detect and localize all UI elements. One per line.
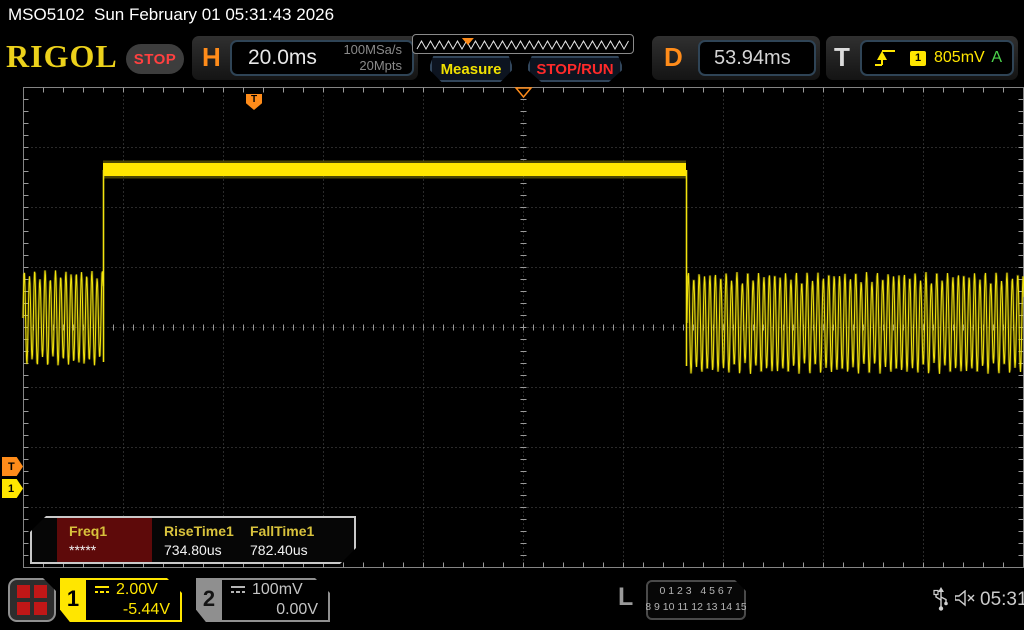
rising-edge-trigger-icon: [875, 50, 895, 66]
waveform-preview-strip[interactable]: [412, 34, 634, 54]
memory-depth: 20Mpts: [359, 58, 402, 73]
acquisition-status-badge: STOP: [126, 44, 184, 74]
trigger-level-value: 805mV: [934, 49, 985, 66]
delay-box[interactable]: 53.94ms: [698, 40, 816, 76]
trigger-mode-auto: A: [991, 49, 1002, 66]
dc-coupling-icon: [94, 585, 110, 595]
delay-label: D: [664, 42, 683, 72]
logic-channels-box[interactable]: 0 1 2 3 4 5 6 7 8 9 10 11 12 13 14 15: [646, 580, 746, 620]
trigger-group[interactable]: T 1 805mV A: [826, 36, 1018, 80]
timebase-value: 20.0ms: [248, 46, 317, 69]
speaker-muted-icon: [955, 590, 975, 607]
measurement-value: 782.40us: [250, 542, 308, 558]
acquisition-info: 100MSa/s 20Mpts: [343, 42, 402, 73]
stop-run-button[interactable]: STOP/RUN: [528, 56, 622, 82]
sample-rate: 100MSa/s: [343, 42, 402, 58]
trigger-box[interactable]: 1 805mV A: [860, 40, 1014, 76]
logic-analyzer-label: L: [618, 583, 634, 611]
channel1-body[interactable]: 2.00V -5.44V: [86, 578, 182, 622]
channel1-tab[interactable]: 1: [60, 578, 86, 622]
channel2-offset: 0.00V: [276, 600, 318, 618]
channel2-body[interactable]: 100mV 0.00V: [222, 578, 330, 622]
channel1-zero-marker[interactable]: 1: [2, 479, 23, 498]
logic-channels-row1: 0 1 2 3 4 5 6 7: [659, 585, 733, 598]
measurement-value: *****: [69, 542, 97, 558]
horizontal-settings-group[interactable]: H 20.0ms 100MSa/s 20Mpts: [192, 36, 418, 80]
measurement-freq1[interactable]: Freq1 *****: [57, 518, 152, 562]
trigger-label: T: [834, 42, 850, 72]
menu-button[interactable]: [8, 578, 56, 622]
delay-value: 53.94ms: [714, 46, 791, 69]
usb-icon: [933, 587, 948, 611]
preview-zigzag-icon: [416, 38, 629, 51]
trigger-position-marker[interactable]: T: [246, 94, 262, 110]
channel2-tab[interactable]: 2: [196, 578, 222, 622]
measurement-risetime1[interactable]: RiseTime1 734.80us: [152, 518, 238, 562]
clock: 05:31: [980, 589, 1024, 610]
menu-grid-icon: [17, 585, 47, 615]
measurement-label: Freq1: [69, 523, 108, 539]
measurement-label: FallTime1: [250, 523, 315, 539]
delay-group[interactable]: D 53.94ms: [652, 36, 820, 80]
channel2-scale: 100mV: [252, 581, 303, 599]
dc-coupling-icon: [230, 585, 246, 595]
measure-button[interactable]: Measure: [430, 56, 512, 82]
channel1-offset: -5.44V: [122, 600, 170, 618]
channel1-scale: 2.00V: [116, 581, 158, 599]
trigger-level-marker[interactable]: T: [2, 457, 23, 476]
model-and-datetime: MSO5102 Sun February 01 05:31:43 2026: [8, 5, 335, 24]
horizontal-label: H: [202, 42, 221, 72]
rigol-logo: RIGOL: [6, 38, 118, 74]
channel2-status-box[interactable]: 2 100mV 0.00V: [196, 578, 330, 622]
measurement-label: RiseTime1: [164, 523, 234, 539]
measurement-value: 734.80us: [164, 542, 222, 558]
measurement-falltime1[interactable]: FallTime1 782.40us: [238, 518, 338, 562]
logic-channels-row2: 8 9 10 11 12 13 14 15: [645, 601, 747, 613]
measurement-panel: Freq1 ***** RiseTime1 734.80us FallTime1…: [30, 516, 356, 564]
timebase-box[interactable]: 20.0ms 100MSa/s 20Mpts: [230, 40, 414, 76]
channel1-status-box[interactable]: 1 2.00V -5.44V: [60, 578, 182, 622]
trigger-source-badge: 1: [910, 50, 926, 66]
